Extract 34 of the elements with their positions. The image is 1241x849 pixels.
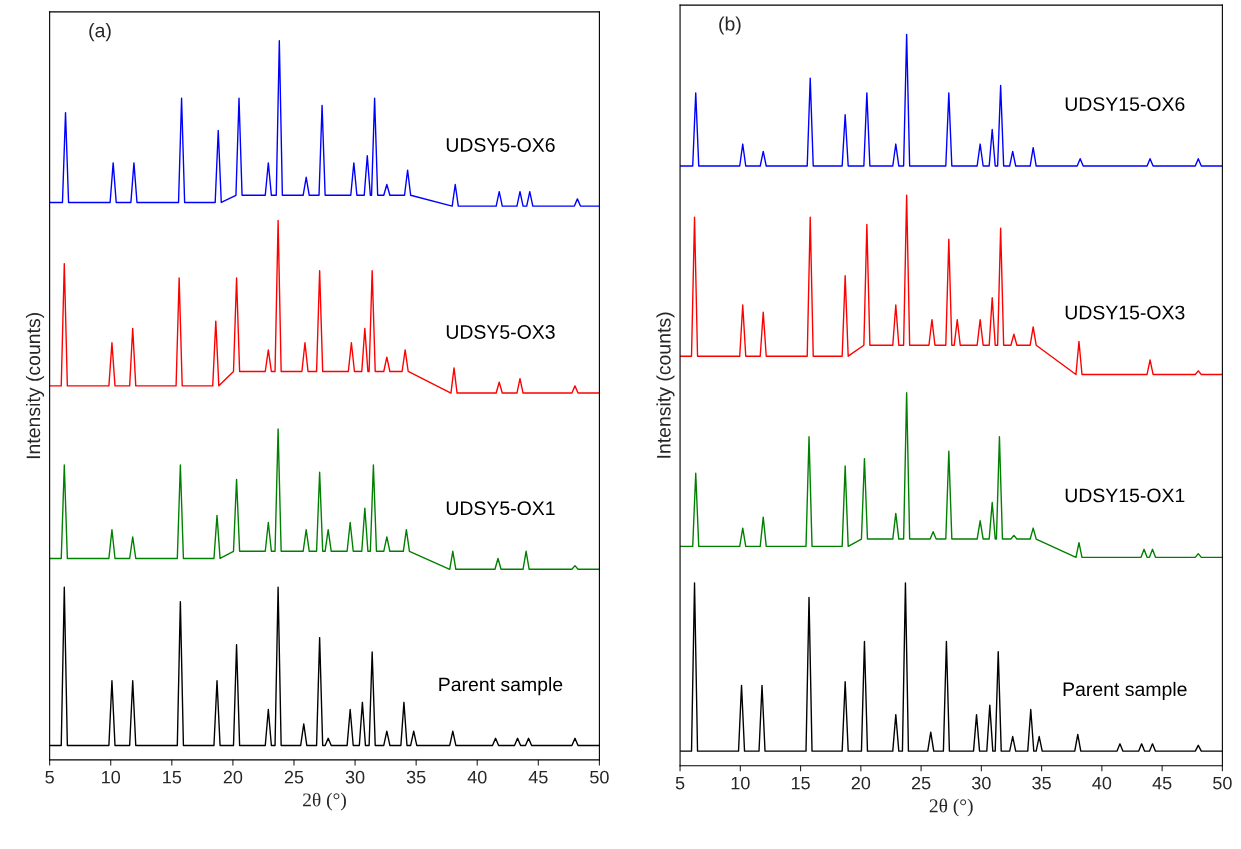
x-tick-label: 25 <box>911 776 931 790</box>
x-axis-title: 2θ (°) <box>303 792 346 811</box>
chart-title: (b) <box>719 16 741 35</box>
series-label: UDSY5-OX3 <box>446 325 555 339</box>
x-tick-label: 30 <box>345 770 365 784</box>
x-tick-label: 20 <box>223 770 243 784</box>
x-tick-label: 10 <box>731 776 750 790</box>
x-tick-label: 15 <box>791 776 810 790</box>
x-tick-label: 30 <box>972 776 991 790</box>
x-tick-label: 5 <box>45 770 54 784</box>
series-label: UDSY5-OX1 <box>446 501 555 516</box>
x-tick-label: 25 <box>284 770 304 784</box>
x-tick-label: 40 <box>1092 776 1112 790</box>
series-label: UDSY15-OX3 <box>1065 305 1185 320</box>
x-axis-title: 2θ (°) <box>929 798 973 817</box>
series-label: Parent sample <box>439 677 563 696</box>
x-tick-label: 40 <box>467 770 487 784</box>
chart-title: (a) <box>89 23 111 42</box>
text: UDSY15-OX6 <box>1065 97 1185 111</box>
x-tick-label: 50 <box>1213 776 1232 790</box>
y-axis-title: Intensity (counts) <box>656 312 675 458</box>
series-label: UDSY5-OX6 <box>446 138 555 152</box>
x-tick-label: 45 <box>528 770 548 784</box>
series-label: Parent sample <box>1063 681 1187 700</box>
x-tick-label: 50 <box>590 770 609 784</box>
y-axis-title: Intensity (counts) <box>25 313 45 459</box>
x-tick-label: 15 <box>163 770 182 784</box>
text: UDSY15-OX1 <box>1065 488 1185 503</box>
x-tick-label: 45 <box>1152 776 1172 790</box>
x-tick-label: 5 <box>675 776 685 790</box>
x-tick-label: 35 <box>406 770 426 784</box>
x-tick-label: 20 <box>851 776 871 790</box>
x-tick-label: 10 <box>102 770 121 784</box>
x-tick-label: 35 <box>1032 776 1051 790</box>
